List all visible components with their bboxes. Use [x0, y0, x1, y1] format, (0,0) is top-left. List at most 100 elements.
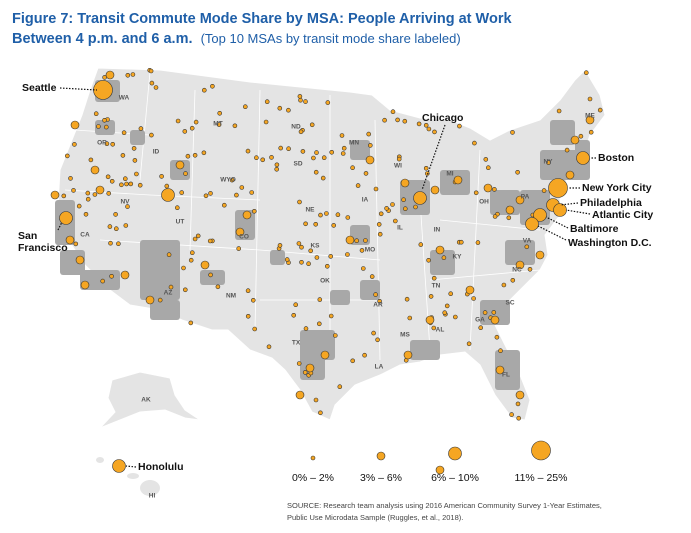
msa-bubble: [190, 250, 195, 255]
state-label: KY: [452, 254, 462, 261]
state-label: WA: [119, 95, 130, 102]
msa-bubble: [130, 72, 136, 77]
msa-bubble: [207, 238, 213, 244]
msa-bubble: [395, 117, 400, 123]
msa-bubble: [430, 185, 440, 195]
msa-bubble: [376, 222, 382, 227]
msa-bubble: [303, 99, 308, 104]
msa-bubble: [321, 155, 327, 160]
msa-bubble: [313, 169, 319, 175]
msa-bubble: [298, 129, 304, 135]
msa-bubble: [65, 235, 75, 245]
state-label: TX: [292, 340, 301, 347]
state-label: MO: [365, 247, 375, 254]
msa-bubble: [413, 204, 418, 210]
msa-bubble: [299, 244, 304, 250]
msa-bubble: [458, 239, 464, 245]
msa-bubble: [192, 153, 198, 158]
msa-bubble: [407, 315, 413, 321]
msa-bubble: [137, 182, 143, 188]
msa-bubble: [328, 313, 334, 319]
msa-bubble: [243, 104, 248, 109]
leader-line: [57, 221, 63, 231]
msa-bubble: [457, 123, 462, 129]
msa-bubble: [373, 292, 378, 297]
msa-bubble: [161, 188, 175, 202]
msa-bubble: [341, 145, 347, 151]
msa-bubble: [85, 196, 91, 202]
msa-bubble: [401, 197, 406, 202]
leader-line: [421, 124, 446, 191]
msa-bubble: [324, 263, 330, 269]
state-label: MI: [446, 171, 453, 178]
msa-bubble: [452, 314, 458, 320]
msa-bubble: [188, 257, 194, 263]
msa-bubble: [217, 111, 222, 116]
msa-bubble: [435, 465, 445, 475]
msa-bubble: [203, 193, 209, 199]
msa-bubble: [515, 195, 525, 205]
msa-bubble: [371, 330, 376, 336]
msa-bubble: [525, 217, 539, 231]
msa-bubble: [314, 255, 320, 260]
msa-bubble: [157, 297, 163, 303]
msa-area: [130, 130, 145, 145]
msa-bubble: [73, 241, 79, 247]
msa-bubble: [494, 334, 500, 340]
state-label: VA: [523, 238, 532, 245]
msa-bubble: [317, 297, 323, 302]
msa-bubble: [200, 260, 210, 270]
msa-bubble: [546, 160, 551, 165]
msa-bubble: [328, 254, 334, 259]
state-label: AZ: [164, 290, 173, 297]
title-block: Figure 7: Transit Commute Mode Share by …: [12, 10, 682, 49]
msa-bubble: [475, 240, 481, 245]
msa-bubble: [340, 151, 346, 156]
msa-bubble: [102, 118, 107, 123]
msa-bubble: [403, 350, 413, 360]
msa-bubble: [234, 192, 239, 198]
state-label: OK: [320, 278, 330, 285]
msa-bubble: [149, 80, 155, 86]
msa-bubble: [473, 190, 479, 196]
msa-bubble: [112, 459, 126, 473]
city-label: New York City: [582, 182, 652, 194]
msa-bubble: [264, 99, 270, 104]
msa-bubble: [114, 226, 119, 231]
msa-bubble: [277, 243, 283, 248]
msa-bubble: [303, 326, 309, 331]
msa-area: [150, 300, 180, 320]
msa-bubble: [418, 242, 424, 247]
msa-bubble: [377, 231, 383, 237]
msa-bubble: [329, 150, 335, 155]
state-label: OH: [479, 199, 489, 206]
msa-area: [495, 350, 520, 390]
msa-bubble: [95, 185, 105, 195]
msa-bubble: [106, 191, 111, 196]
msa-bubble: [254, 155, 259, 160]
msa-bubble: [119, 182, 124, 188]
city-label: Atlantic City: [592, 209, 653, 221]
msa-bubble: [121, 130, 127, 135]
msa-bubble: [93, 111, 99, 116]
msa-bubble: [360, 266, 366, 271]
msa-bubble: [159, 174, 164, 179]
msa-bubble: [423, 166, 429, 171]
state-label: WYO: [220, 177, 236, 184]
msa-bubble: [325, 100, 331, 105]
msa-bubble: [345, 215, 351, 220]
msa-bubble: [239, 185, 245, 190]
leader-line: [565, 209, 591, 215]
msa-bubble: [175, 118, 181, 124]
msa-bubble: [313, 222, 319, 227]
msa-bubble: [104, 141, 110, 146]
msa-bubble: [124, 181, 129, 187]
msa-bubble: [278, 145, 284, 151]
msa-bubble: [435, 245, 445, 255]
state-label: ID: [153, 149, 160, 156]
msa-bubble: [515, 401, 521, 407]
msa-bubble: [363, 171, 369, 176]
msa-bubble: [70, 120, 80, 130]
msa-bubble: [431, 275, 437, 281]
legend-label: 6% – 10%: [431, 472, 479, 484]
